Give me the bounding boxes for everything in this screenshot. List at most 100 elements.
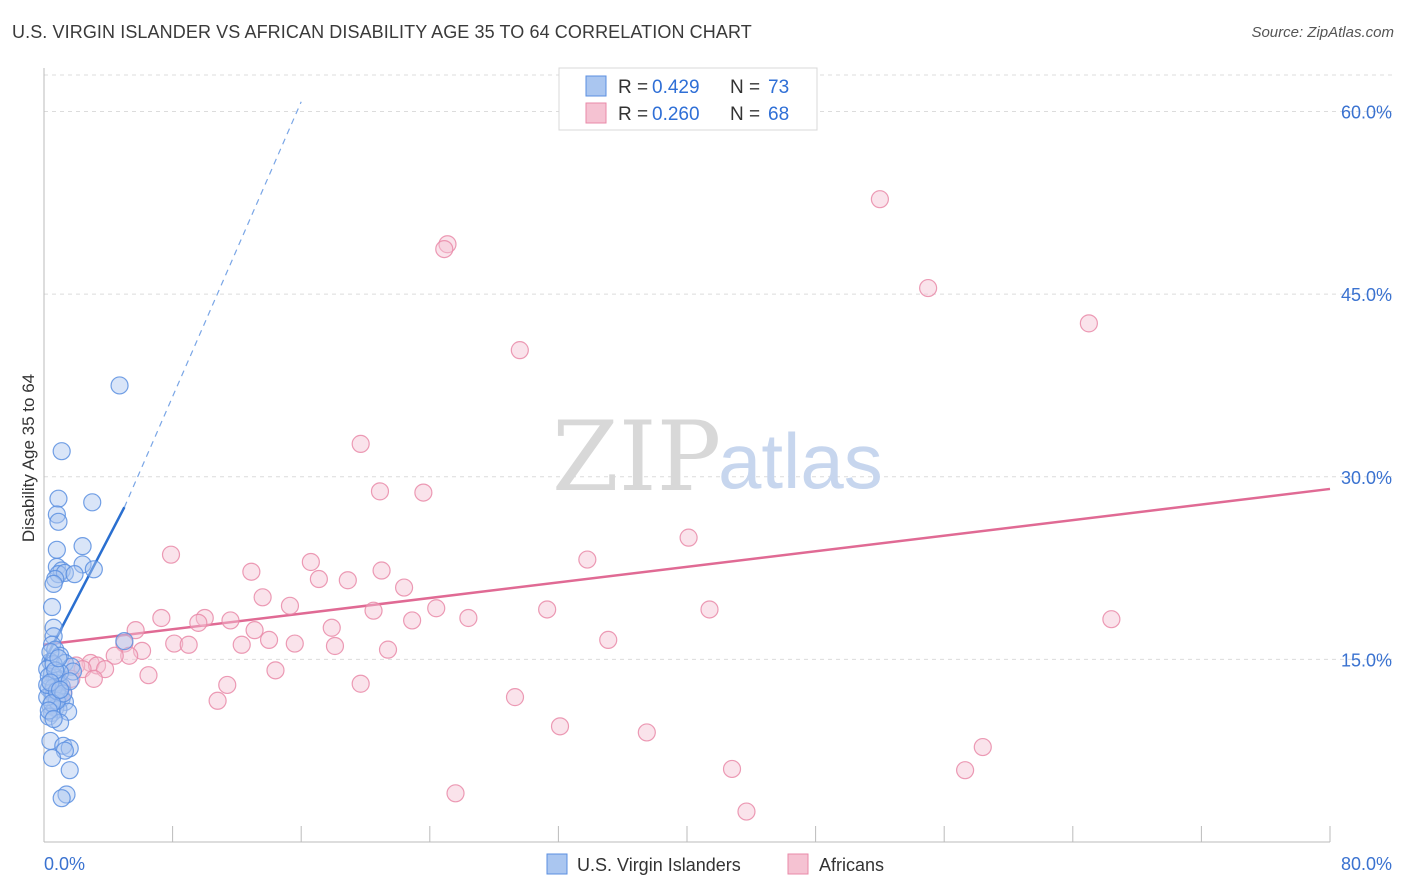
point-african [737, 802, 756, 821]
point-african [266, 661, 285, 680]
y-tick-label: 60.0% [1341, 103, 1392, 123]
point-african [378, 640, 398, 659]
point-virgin-islander [110, 376, 129, 395]
point-virgin-islander [60, 739, 79, 758]
point-virgin-islander [49, 489, 68, 508]
point-african [438, 235, 457, 254]
y-tick-label: 15.0% [1341, 650, 1392, 670]
point-virgin-islander [42, 597, 62, 617]
point-african [550, 717, 570, 736]
trendlines [42, 101, 1331, 663]
watermark-zip: ZIP [552, 401, 721, 513]
x-tick-label: 0.0% [44, 854, 85, 874]
point-african [370, 482, 390, 501]
legend-swatch-blue [585, 75, 607, 97]
legend-n-value-2: 68 [768, 104, 789, 125]
point-african [1079, 314, 1098, 333]
point-virgin-islander [65, 565, 84, 584]
point-african [351, 434, 370, 453]
series-legend-swatch-blue [546, 853, 568, 875]
point-african [435, 239, 454, 259]
series-legend-label-pink: Africans [819, 855, 884, 875]
point-african [364, 601, 383, 620]
point-african [232, 635, 251, 654]
point-virgin-islander [52, 789, 71, 808]
legend-swatch-pink [585, 102, 607, 124]
point-virgin-islander [39, 701, 58, 720]
point-african [208, 691, 227, 710]
point-african [394, 578, 414, 597]
point-african [338, 571, 357, 590]
watermark-atlas: atlas [718, 417, 883, 505]
point-african [322, 618, 341, 637]
point-virgin-islander [42, 748, 62, 768]
point-virgin-islander [60, 761, 79, 780]
series-legend-swatch-pink [787, 853, 809, 875]
point-african [301, 552, 320, 572]
point-virgin-islander [44, 574, 63, 593]
point-african [446, 784, 465, 803]
trendline-pink [43, 487, 1331, 647]
point-african [505, 688, 525, 707]
source-credit: Source: ZipAtlas.com [1251, 24, 1394, 41]
point-african [280, 596, 300, 615]
point-african [679, 528, 698, 547]
tick-labels: 15.0% 30.0% 45.0% 60.0% 0.0% 80.0% [44, 103, 1392, 874]
point-african [700, 600, 719, 619]
legend-n-label-2: N = [730, 104, 760, 125]
point-african [221, 611, 240, 630]
y-tick-label: 30.0% [1341, 468, 1392, 488]
point-african [870, 190, 890, 209]
point-african [218, 675, 237, 695]
point-african [161, 545, 181, 564]
point-african [403, 611, 422, 630]
point-african [427, 599, 446, 618]
point-african [414, 483, 433, 502]
data-points [38, 190, 1121, 821]
point-virgin-islander [49, 565, 68, 584]
legend-r-label-2: R = [618, 104, 648, 125]
point-african [351, 674, 370, 693]
point-african [245, 621, 264, 640]
y-axis-label: Disability Age 35 to 64 [19, 374, 38, 542]
point-african [1102, 610, 1121, 629]
trendline-blue-extension [123, 101, 302, 508]
point-virgin-islander [52, 442, 71, 461]
point-african [253, 588, 272, 607]
point-virgin-islander [39, 707, 58, 726]
point-virgin-islander [55, 563, 74, 583]
point-virgin-islander [63, 662, 83, 681]
point-african [973, 737, 992, 757]
point-african [637, 723, 656, 742]
point-virgin-islander [47, 540, 66, 559]
point-virgin-islander [83, 493, 102, 512]
axes [43, 68, 1331, 843]
point-virgin-islander [84, 560, 103, 579]
point-african [285, 634, 304, 653]
point-virgin-islander [47, 505, 66, 524]
chart-title: U.S. VIRGIN ISLANDER VS AFRICAN DISABILI… [12, 22, 752, 42]
point-african [152, 608, 171, 628]
point-african [126, 621, 145, 640]
legend-n-label-1: N = [730, 77, 760, 98]
legend-r-value-2: 0.260 [652, 104, 700, 125]
point-african [189, 613, 208, 632]
point-african [259, 630, 279, 650]
y-tick-label: 45.0% [1341, 285, 1392, 305]
point-virgin-islander [115, 632, 134, 651]
point-african [309, 569, 328, 589]
point-african [459, 608, 478, 628]
point-virgin-islander [41, 673, 60, 692]
legend-n-value-1: 73 [768, 77, 789, 98]
legend-r-label-1: R = [618, 77, 648, 98]
point-african [179, 635, 198, 654]
watermark: ZIP atlas [552, 401, 883, 513]
point-african [578, 550, 597, 569]
legend-r-value-1: 0.429 [652, 77, 700, 98]
point-african [242, 562, 261, 581]
point-african [599, 630, 618, 650]
point-african [139, 666, 158, 685]
point-african [165, 634, 184, 653]
point-african [372, 561, 391, 580]
